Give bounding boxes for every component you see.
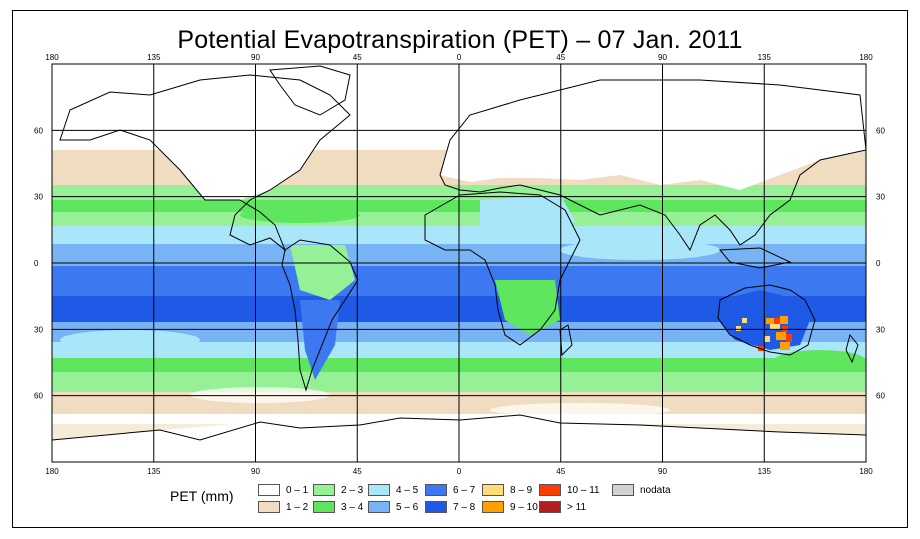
legend-swatch <box>313 501 335 513</box>
bottom-lon-label: 135 <box>758 467 772 476</box>
legend-label: 6 – 7 <box>453 484 476 496</box>
legend-swatch <box>482 501 504 513</box>
right-lat-label: 30 <box>876 193 885 202</box>
legend-item: 10 – 11 <box>539 483 600 497</box>
legend-item: 1 – 2 <box>258 500 308 514</box>
legend-title: PET (mm) <box>170 488 234 504</box>
legend-swatch <box>425 484 447 496</box>
top-lon-label: 45 <box>556 53 565 62</box>
hotspot-cell <box>742 318 747 323</box>
north-america-low-pet <box>60 75 350 200</box>
legend-item: > 11 <box>539 500 586 514</box>
top-lon-label: 90 <box>658 53 667 62</box>
central-africa-pet <box>495 280 560 335</box>
greenland-low-pet <box>270 66 350 115</box>
bottom-lon-label: 135 <box>147 467 161 476</box>
legend-swatch <box>368 484 390 496</box>
top-lon-label: 135 <box>147 53 161 62</box>
bottom-lon-label: 45 <box>353 467 362 476</box>
graticule <box>52 64 866 462</box>
legend-label: 5 – 6 <box>396 501 419 513</box>
legend-item: 7 – 8 <box>425 500 475 514</box>
hotspot-cell <box>776 332 786 340</box>
legend-label: > 11 <box>567 501 586 513</box>
top-lon-label: 180 <box>45 53 59 62</box>
legend-item: 5 – 6 <box>368 500 418 514</box>
pet-patch <box>240 207 360 223</box>
axis-labels: 180 180 135 135 90 90 45 45 0 0 45 45 90 90 135 135 180 1… <box>34 53 885 476</box>
legend-item: 9 – 10 <box>482 500 538 514</box>
legend-swatch <box>258 501 280 513</box>
legend-swatch <box>482 484 504 496</box>
legend-swatch <box>425 501 447 513</box>
bottom-lon-label: 90 <box>251 467 260 476</box>
sahara-pet <box>480 195 575 240</box>
bottom-lon-label: 0 <box>457 467 462 476</box>
top-lon-label: 45 <box>353 53 362 62</box>
legend-label: 0 – 1 <box>286 484 309 496</box>
hotspot-cell <box>780 342 790 350</box>
legend-item: nodata <box>612 483 671 497</box>
left-lat-label: 30 <box>34 193 43 202</box>
right-lat-label: 60 <box>876 392 885 401</box>
hotspot-cell <box>774 318 780 324</box>
left-lat-label: 30 <box>34 325 43 334</box>
bottom-lon-label: 90 <box>658 467 667 476</box>
figure-frame <box>12 10 908 528</box>
legend-label: nodata <box>640 484 671 496</box>
legend-label: 3 – 4 <box>341 501 364 513</box>
legend-label: 10 – 11 <box>567 484 600 496</box>
legend-item: 8 – 9 <box>482 483 532 497</box>
left-lat-label: 60 <box>34 126 43 135</box>
legend-label: 7 – 8 <box>453 501 476 513</box>
pet-patch <box>60 330 200 350</box>
coastlines <box>52 65 866 441</box>
legend-label: 1 – 2 <box>286 501 309 513</box>
pet-patch <box>490 403 670 417</box>
pet-patch <box>560 240 720 260</box>
legend-item: 3 – 4 <box>313 500 363 514</box>
pet-patch <box>775 350 865 370</box>
bottom-lon-label: 180 <box>859 467 873 476</box>
legend-item: 6 – 7 <box>425 483 475 497</box>
bottom-lon-label: 180 <box>45 467 59 476</box>
top-lon-label: 90 <box>251 53 260 62</box>
left-lat-label: 0 <box>34 259 39 268</box>
legend-label: 2 – 3 <box>341 484 364 496</box>
legend-label: 8 – 9 <box>510 484 533 496</box>
hotspot-cell <box>786 334 792 342</box>
legend-label: 4 – 5 <box>396 484 419 496</box>
hotspot-cell <box>766 318 774 324</box>
bottom-lon-label: 45 <box>556 467 565 476</box>
legend-swatch <box>313 484 335 496</box>
top-lon-label: 180 <box>859 53 873 62</box>
legend-label: 9 – 10 <box>510 501 538 513</box>
legend-swatch <box>368 501 390 513</box>
right-lat-label: 60 <box>876 126 885 135</box>
hotspot-cell <box>764 336 770 342</box>
legend-swatch <box>612 484 634 496</box>
hotspot-cell <box>780 316 788 324</box>
legend-item: 0 – 1 <box>258 483 308 497</box>
top-lon-label: 0 <box>457 53 462 62</box>
right-lat-label: 0 <box>876 259 881 268</box>
legend-swatch <box>258 484 280 496</box>
right-lat-label: 30 <box>876 325 885 334</box>
hotspot-cell <box>770 324 780 330</box>
map-title: Potential Evapotranspiration (PET) – 07 … <box>177 26 743 54</box>
legend-swatch <box>539 501 561 513</box>
left-lat-label: 60 <box>34 392 43 401</box>
legend-item: 2 – 3 <box>313 483 363 497</box>
eurasia-low-pet <box>440 80 866 190</box>
top-lon-label: 135 <box>758 53 772 62</box>
hotspot-cell <box>736 326 741 331</box>
map-border <box>51 63 867 463</box>
south-america-south-pet <box>300 300 340 380</box>
pet-patch <box>190 387 330 403</box>
legend-swatch <box>539 484 561 496</box>
legend-item: 4 – 5 <box>368 483 418 497</box>
amazon-pet <box>290 245 355 300</box>
